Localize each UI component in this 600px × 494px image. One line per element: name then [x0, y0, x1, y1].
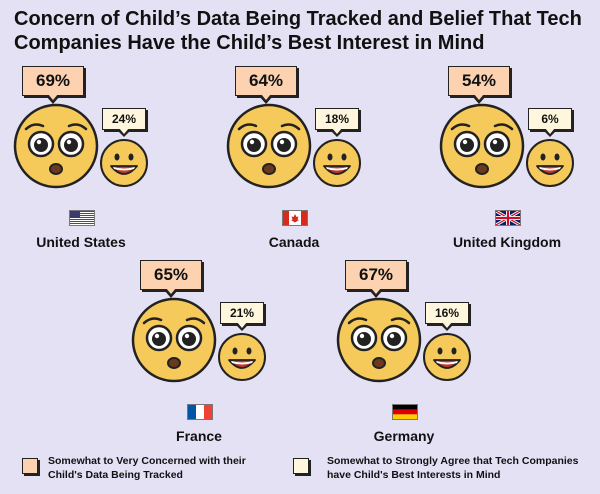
data-label-concern: 69%	[22, 66, 84, 104]
worried-face-icon	[225, 102, 313, 195]
smiling-face-icon	[99, 138, 149, 193]
data-label-concern: 67%	[345, 260, 407, 298]
data-label-concern: 65%	[140, 260, 202, 298]
worried-face-icon	[12, 102, 100, 195]
country-label: France	[176, 428, 222, 444]
country-panel-us: 69% 24% United States	[12, 66, 232, 256]
country-label: United States	[36, 234, 126, 250]
smiling-face-icon	[422, 332, 472, 387]
country-panel-france: 65% 21% France	[130, 260, 350, 450]
flag-icon	[495, 209, 521, 227]
worried-face-icon	[438, 102, 526, 195]
legend-label-concern: Somewhat to Very Concerned with their Ch…	[48, 455, 246, 481]
data-label-agree: 18%	[315, 108, 359, 137]
chart-title: Concern of Child’s Data Being Tracked an…	[14, 8, 582, 54]
flag-icon	[69, 210, 95, 226]
smiling-face-icon	[217, 332, 267, 387]
flag-icon	[392, 404, 418, 420]
data-label-agree: 6%	[528, 108, 572, 137]
country-panel-canada: 64% 18% Canada	[225, 66, 445, 256]
country-label: Germany	[373, 428, 435, 444]
legend-swatch-agree	[293, 458, 309, 474]
worried-face-icon	[335, 296, 423, 389]
smiling-face-icon	[312, 138, 362, 193]
data-label-agree: 16%	[425, 302, 469, 331]
country-label: United Kingdom	[452, 234, 562, 250]
country-panel-uk: 54% 6% United Kingdom	[438, 66, 600, 256]
flag-icon	[282, 210, 308, 226]
data-label-agree: 21%	[220, 302, 264, 331]
legend-label-agree: Somewhat to Strongly Agree that Tech Com…	[327, 455, 579, 481]
data-label-concern: 54%	[448, 66, 510, 104]
worried-face-icon	[130, 296, 218, 389]
smiling-face-icon	[525, 138, 575, 193]
data-label-agree: 24%	[102, 108, 146, 137]
flag-icon	[187, 404, 213, 420]
country-panel-germany: 67% 16% Germany	[335, 260, 555, 450]
data-label-concern: 64%	[235, 66, 297, 104]
country-label: Canada	[268, 234, 320, 250]
legend-swatch-concern	[22, 458, 38, 474]
